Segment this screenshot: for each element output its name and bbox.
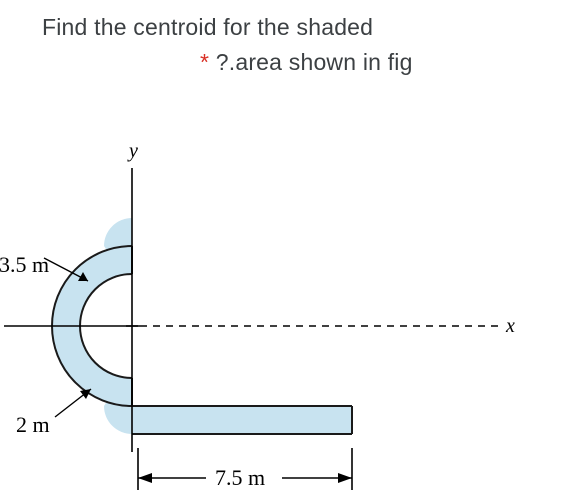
x-axis-label: x xyxy=(506,315,515,338)
figure-svg xyxy=(0,0,576,501)
y-axis-label: y xyxy=(129,140,138,163)
dim-inner-radius-label: 2 m xyxy=(16,412,50,438)
dim-outer-radius-label: 3.5 m xyxy=(0,252,49,278)
dim-bar-arrow-left xyxy=(138,473,152,483)
dim-bar-arrow-right xyxy=(338,473,352,483)
dim-bar-label: 7.5 m xyxy=(215,465,265,491)
shape-redraw xyxy=(52,246,352,434)
